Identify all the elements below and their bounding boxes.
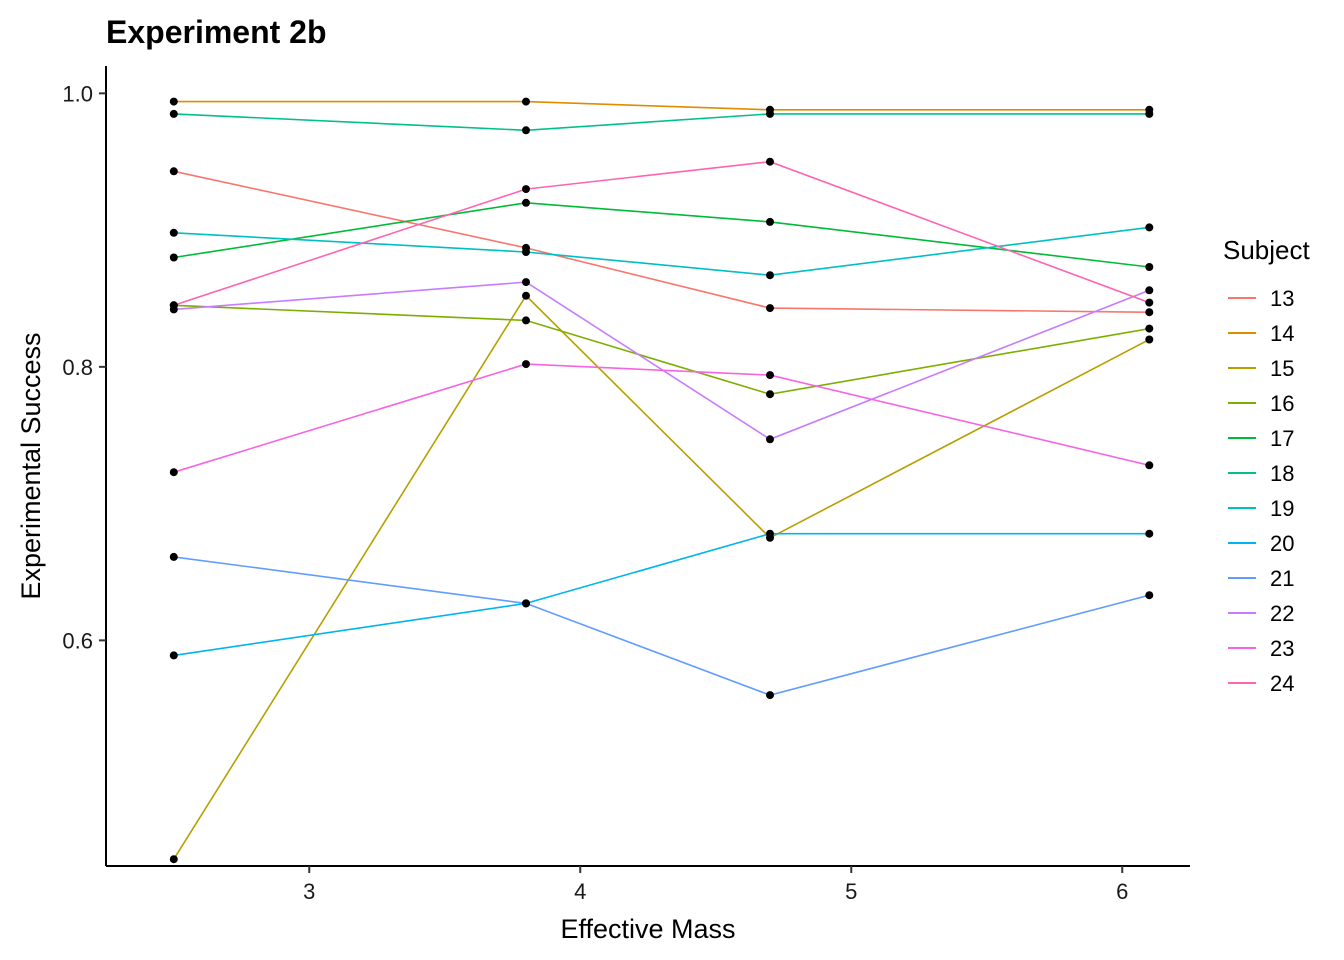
legend: Subject 13 14 15 16 17 18 19 20 21 22 23 24 <box>1223 235 1310 696</box>
legend-title: Subject <box>1223 235 1310 265</box>
data-point-17 <box>766 217 774 226</box>
data-point-24 <box>1145 298 1154 307</box>
data-point-19 <box>169 228 178 237</box>
data-point-23 <box>169 468 178 477</box>
data-point-24 <box>522 185 530 194</box>
x-axis-label: Effective Mass <box>560 914 735 944</box>
data-point-19 <box>1145 223 1154 232</box>
x-tick-label: 4 <box>574 879 586 904</box>
data-point-16 <box>1145 324 1154 333</box>
chart-title: Experiment 2b <box>106 14 327 50</box>
y-tick-label: 0.8 <box>62 355 93 380</box>
series-line-21 <box>173 556 1150 696</box>
data-point-14 <box>169 97 178 106</box>
data-point-19 <box>766 271 774 280</box>
series-points <box>169 97 1154 864</box>
y-axis-label: Experimental Success <box>16 332 46 599</box>
x-tick-label: 3 <box>303 879 315 904</box>
data-point-21 <box>766 691 774 700</box>
data-point-23 <box>766 371 774 380</box>
data-point-16 <box>522 316 530 325</box>
series-lines <box>173 100 1150 860</box>
series-line-19 <box>173 226 1150 277</box>
data-point-13 <box>169 167 178 176</box>
series-line-15 <box>173 294 1150 860</box>
data-point-21 <box>1145 591 1154 600</box>
data-point-20 <box>169 651 178 660</box>
data-point-18 <box>1145 109 1154 118</box>
legend-label-23: 23 <box>1270 636 1294 661</box>
series-line-14 <box>173 100 1150 111</box>
legend-items: 13 14 15 16 17 18 19 20 21 22 23 24 <box>1228 286 1294 696</box>
series-line-22 <box>173 281 1150 441</box>
series-line-23 <box>173 363 1150 473</box>
data-point-14 <box>522 97 530 106</box>
data-point-21 <box>169 552 178 561</box>
data-point-23 <box>1145 461 1154 470</box>
series-line-13 <box>173 170 1150 313</box>
legend-label-21: 21 <box>1270 566 1294 591</box>
y-tick-label: 0.6 <box>62 628 93 653</box>
data-point-20 <box>1145 529 1154 538</box>
data-point-20 <box>766 529 774 538</box>
data-point-16 <box>766 390 774 399</box>
series-line-20 <box>173 532 1150 657</box>
series-line-17 <box>173 201 1150 268</box>
data-point-17 <box>169 253 178 262</box>
data-point-22 <box>1145 286 1154 295</box>
data-point-18 <box>522 126 530 135</box>
x-axis-ticks: 3 4 5 6 <box>303 866 1128 904</box>
data-point-22 <box>766 435 774 444</box>
data-point-13 <box>1145 308 1154 317</box>
data-point-24 <box>766 157 774 166</box>
data-point-13 <box>766 304 774 313</box>
series-line-18 <box>173 113 1150 132</box>
data-point-22 <box>522 278 530 287</box>
data-point-15 <box>169 855 178 864</box>
data-point-18 <box>766 109 774 118</box>
data-point-21 <box>522 599 530 608</box>
data-point-24 <box>169 301 178 310</box>
y-axis-ticks: 0.6 0.8 1.0 <box>62 81 106 653</box>
x-tick-label: 6 <box>1116 879 1128 904</box>
legend-label-15: 15 <box>1270 356 1294 381</box>
data-point-17 <box>1145 263 1154 271</box>
data-point-23 <box>522 360 530 369</box>
legend-label-18: 18 <box>1270 461 1294 486</box>
legend-label-13: 13 <box>1270 286 1294 311</box>
legend-label-14: 14 <box>1270 321 1294 346</box>
legend-label-19: 19 <box>1270 496 1294 521</box>
legend-label-24: 24 <box>1270 671 1294 696</box>
data-point-17 <box>522 198 530 207</box>
series-line-24 <box>173 160 1150 307</box>
data-point-18 <box>169 109 178 118</box>
legend-label-20: 20 <box>1270 531 1294 556</box>
legend-label-16: 16 <box>1270 391 1294 416</box>
legend-label-17: 17 <box>1270 426 1294 451</box>
series-line-16 <box>173 304 1150 396</box>
y-tick-label: 1.0 <box>62 81 93 106</box>
x-tick-label: 5 <box>845 879 857 904</box>
data-point-15 <box>522 291 530 300</box>
data-point-15 <box>1145 335 1154 344</box>
legend-label-22: 22 <box>1270 601 1294 626</box>
data-point-19 <box>522 248 530 256</box>
